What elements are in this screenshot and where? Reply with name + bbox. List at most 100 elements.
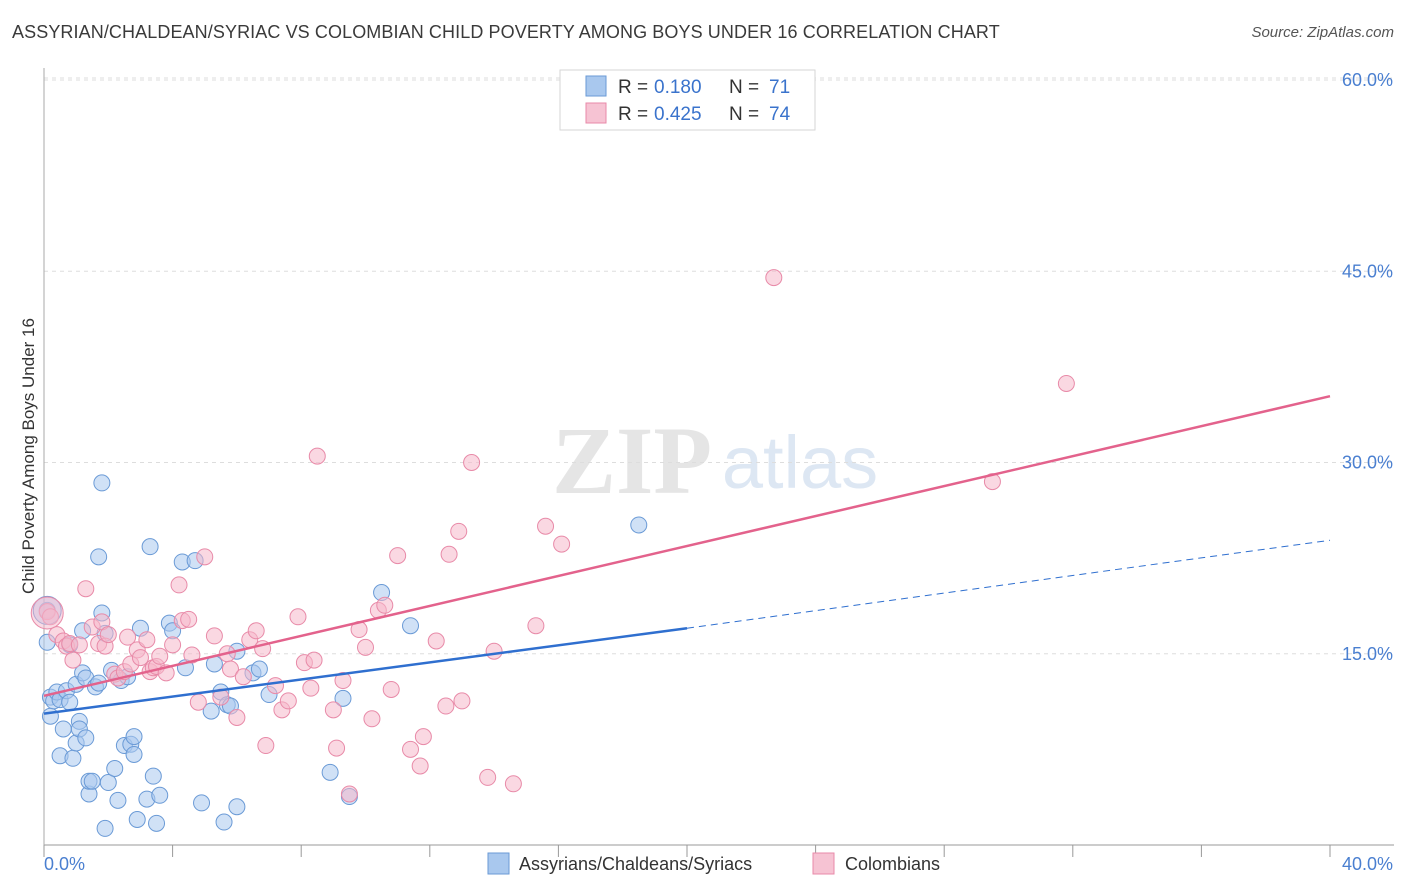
colombians-point-large [30,596,64,630]
colombians-point [99,626,117,644]
colombians-point [453,692,471,710]
colombians-trend-line [43,394,1331,698]
assyrians-point [99,774,117,792]
colombians-point [305,651,323,669]
colombians-point [527,617,545,635]
legend-n-value-2: 74 [769,104,791,125]
assyrians-point [41,707,59,725]
assyrians-point [96,819,114,837]
colombians-point [189,693,207,711]
colombians-point [402,740,420,758]
legend-n-value-1: 71 [769,77,790,98]
legend-bottom-swatch-pink [812,852,835,875]
assyrians-trend-extension [686,539,1331,629]
assyrians-point [90,548,108,566]
grid [43,77,1394,857]
colombians-point [279,692,297,710]
legend-series: Assyrians/Chaldeans/Syriacs Colombians [487,852,940,875]
colombians-point [221,660,239,678]
colombians-point [553,535,571,553]
colombians-point [266,677,284,695]
colombians-point [376,596,394,614]
colombians-point [170,576,188,594]
chart-title: ASSYRIAN/CHALDEAN/SYRIAC VS COLOMBIAN CH… [12,22,1000,42]
colombians-point [1057,374,1075,392]
legend-r-value-1: 0.180 [654,77,702,98]
colombians-point [427,632,445,650]
colombians-point [437,697,455,715]
assyrians-point [64,749,82,767]
colombians-point [340,785,358,803]
assyrians-point [193,794,211,812]
assyrians-point [141,538,159,556]
colombians-point [183,646,201,664]
legend-swatch-blue [585,75,607,97]
assyrians-point [334,689,352,707]
x-tick-label-max: 40.0% [1342,854,1393,874]
y-tick-labels: 15.0% 30.0% 45.0% 60.0% [1342,70,1393,664]
assyrians-point [109,791,127,809]
colombians-point [70,636,88,654]
colombians-point [389,547,407,565]
colombians-point [414,728,432,746]
colombians-point [205,627,223,645]
assyrians-point [125,745,143,763]
colombians-point [151,647,169,665]
assyrians-point [630,516,648,534]
assyrians-trend-line [43,627,688,715]
assyrians-point [144,767,162,785]
assyrians-point [250,660,268,678]
legend-bottom-label-colombians: Colombians [845,854,940,874]
series-assyrians-points [32,474,648,837]
assyrians-point [125,728,143,746]
assyrians-point [202,702,220,720]
legend-swatch-pink [585,102,607,124]
legend-n-label-1: N = [729,77,759,98]
colombians-point [537,517,555,535]
colombians-point [131,649,149,667]
colombians-point [247,622,265,640]
colombians-point [411,757,429,775]
colombians-point [138,631,156,649]
colombians-point [504,775,522,793]
assyrians-point [128,811,146,828]
colombians-point [302,679,320,697]
colombians-point [180,610,198,628]
assyrians-point [151,786,169,804]
y-tick-label: 45.0% [1342,261,1393,281]
colombians-point [357,638,374,656]
assyrians-point [54,720,72,738]
colombians-point [382,680,400,698]
y-tick-label: 30.0% [1342,453,1393,473]
assyrians-point [83,772,101,790]
colombians-point [289,608,307,626]
legend-bottom-label-assyrians: Assyrians/Chaldeans/Syriacs [519,854,752,874]
colombians-point [328,739,346,757]
colombians-point [363,710,381,728]
assyrians-point [321,763,339,781]
colombians-point [479,768,497,786]
assyrians-point [148,814,166,832]
assyrians-point [228,798,246,816]
colombians-point [334,672,352,690]
colombians-point [440,545,458,563]
assyrians-point [93,474,111,492]
legend-bottom-swatch-blue [487,852,510,875]
colombians-point [164,636,182,654]
colombians-point [64,651,82,669]
x-tick-label-min: 0.0% [44,854,85,874]
colombians-point [450,522,468,540]
assyrians-point [106,760,124,777]
colombians-point [119,628,137,646]
y-tick-label: 60.0% [1342,70,1393,90]
legend-r-label-2: R = [618,104,648,125]
colombians-point [324,701,342,719]
assyrians-point [402,617,420,635]
legend-r-value-2: 0.425 [654,104,702,125]
colombians-point [234,668,252,686]
assyrians-point [77,729,95,747]
colombians-point [196,548,214,566]
legend-n-label-2: N = [729,104,759,125]
y-tick-label: 15.0% [1342,644,1393,664]
